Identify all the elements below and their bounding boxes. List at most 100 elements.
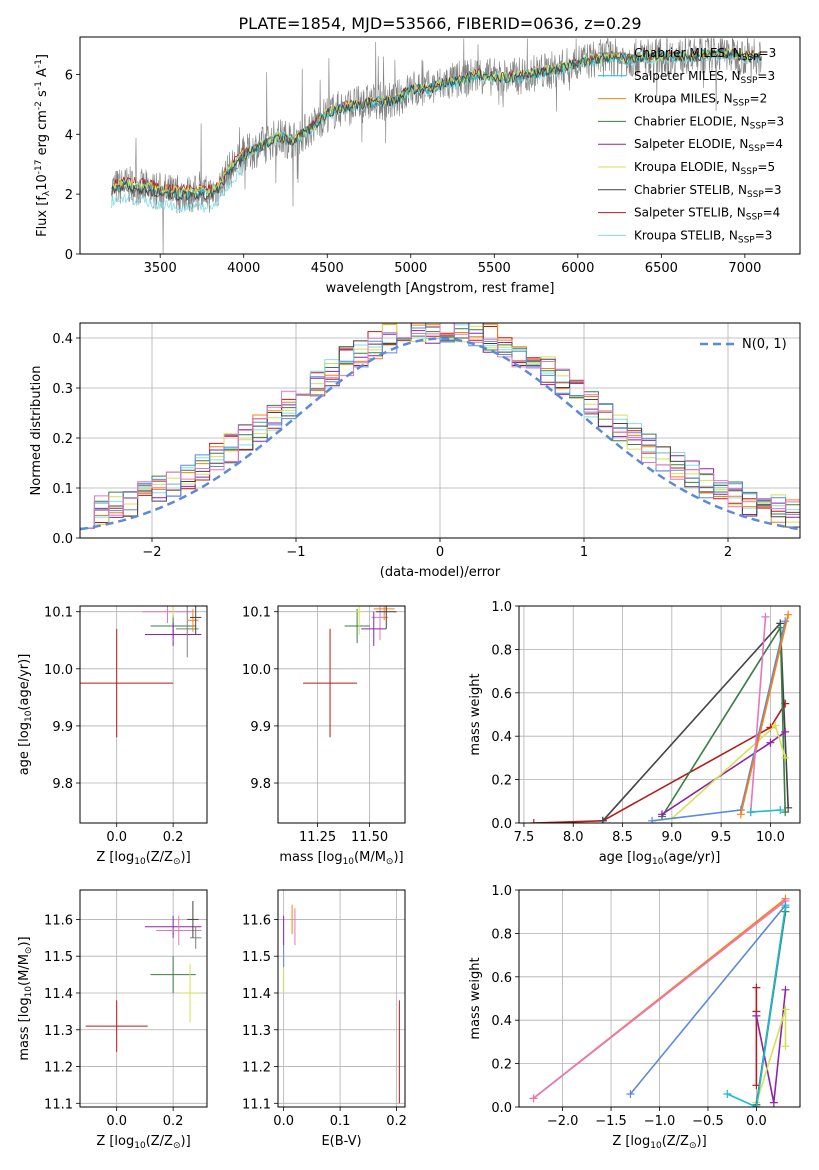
x-axis-label: E(B-V) [321,1134,361,1149]
y-tick-label: 0.8 [491,927,512,942]
x-tick-label: 0.1 [330,1114,351,1129]
x-tick-label: 0.0 [273,1114,294,1129]
x-tick-label: 0.2 [163,1114,184,1129]
y-tick-label: 10.1 [242,606,271,621]
data-point-marker [752,1011,761,1020]
y-tick-label: 0.8 [491,643,512,658]
data-point-marker [781,985,790,994]
x-axis-label: Z [log10​(Z/Z⊙​)] [96,850,190,867]
spectrum-panel: Chabrier MILES, NSSP​=3 Salpeter MILES, N… [34,36,801,296]
data-point-marker [723,1089,732,1098]
y-tick-label: 9.9 [52,720,73,735]
age-vs-mass-panel: 11.25 11.50 9.8 9.9 10.0 10.1 mass [log10​(M/M… [242,605,406,867]
data-point-marker [766,738,775,747]
mass-weight-line [749,616,767,813]
data-point-marker [781,1005,790,1014]
x-tick-label: 11.25 [299,830,336,845]
legend-label: Salpeter ELODIE, NSSP​=4 [634,137,783,154]
plot-area [80,606,202,738]
x-tick-label: 5000 [394,261,427,276]
y-tick-label: 11.6 [242,913,271,928]
plot-area [111,37,762,254]
residual-histogram-line [80,323,800,529]
y-tick-label: 0.3 [52,382,73,397]
mass-weight-line [661,625,786,817]
x-tick-label: 9.0 [661,830,682,845]
mass-vs-z-panel: 0.0 0.2 11.1 11.2 11.3 11.4 11.5 11.6 Z [log10​(… [17,889,208,1151]
data-point-marker [784,610,793,619]
data-point-marker [648,816,657,823]
x-tick-label: −1.0 [644,1114,676,1129]
y-tick-label: 0.6 [491,687,512,702]
data-point-marker [781,903,790,912]
data-point-marker [657,810,666,819]
y-axis-label: Flux [fλ​10-17​ erg cm-2​ s-1​ A-1​] [34,54,52,237]
mass-vs-ebv-panel: 0.0 0.1 0.2 11.1 11.2 11.3 11.4 11.5 11.6 E(B-V) [242,889,407,1149]
y-tick-label: 11.2 [242,1061,271,1076]
y-tick-label: 0.0 [491,817,512,832]
x-axis-label: Z [log10​(Z/Z⊙​)] [96,1134,190,1151]
data-point-marker [626,1089,635,1098]
legend: N(0, 1) [700,337,787,352]
y-tick-label: 11.5 [44,950,73,965]
mass-weight-line [602,621,789,822]
x-tick-label: 7000 [728,261,761,276]
mass-weight-line [726,907,787,1107]
x-tick-label: 9.5 [711,830,732,845]
data-point-marker [529,819,538,823]
x-tick-label: 0 [436,545,444,560]
y-tick-label: 11.1 [44,1097,73,1112]
data-point-marker [769,1098,778,1107]
data-point-marker [781,808,790,817]
data-point-marker [761,612,770,621]
data-point-marker [752,983,761,992]
y-tick-label: 4 [65,128,73,143]
y-tick-label: 0.2 [491,1058,512,1073]
page-title: PLATE=1854, MJD=53566, FIBERID=0636, z=0… [238,14,641,33]
legend-label: Salpeter MILES, NSSP​=3 [634,69,775,86]
data-point-marker [781,727,790,736]
x-axis-label: Z [log10​(Z/Z⊙​)] [612,1134,706,1151]
x-axis-label: wavelength [Angstrom, rest frame] [326,281,555,296]
legend-label: Kroupa MILES, NSSP​=2 [634,92,767,109]
x-tick-label: 3500 [144,261,177,276]
x-tick-label: 6500 [645,261,678,276]
y-tick-label: 0.4 [52,332,73,347]
y-tick-label: 0.6 [491,971,512,986]
axes-frame [79,605,208,824]
legend-label: N(0, 1) [742,337,787,352]
axes-frame [79,36,801,255]
y-tick-label: 11.1 [242,1097,271,1112]
plot-area [85,901,202,1052]
y-tick-label: 10.0 [44,663,73,678]
x-tick-label: −2.0 [547,1114,579,1129]
x-tick-label: 11.50 [351,830,388,845]
x-tick-label: 8.0 [563,830,584,845]
x-axis-label: (data-model)/error [380,565,501,580]
x-tick-label: 4500 [311,261,344,276]
data-point-marker [529,1094,538,1103]
legend-label: Chabrier MILES, NSSP​=3 [634,46,776,63]
plot-area [302,606,397,738]
x-tick-label: 6000 [561,261,594,276]
x-axis-label: mass [log10​(M/M⊙​)] [279,850,403,867]
data-point-marker [736,810,745,819]
y-tick-label: 0.0 [52,532,73,547]
x-tick-label: 4000 [227,261,260,276]
y-tick-label: 9.9 [250,720,271,735]
x-tick-label: −0.5 [692,1114,724,1129]
y-tick-label: 1.0 [491,600,512,615]
observed-spectrum-line [111,37,762,254]
mass-weight-line [740,614,789,815]
x-tick-label: 2 [724,545,732,560]
y-tick-label: 0.4 [491,730,512,745]
y-tick-label: 11.6 [44,913,73,928]
x-tick-label: 0.0 [746,1114,767,1129]
y-tick-label: 9.8 [52,777,73,792]
mass-weight-line [750,809,781,813]
legend-label: Chabrier STELIB, NSSP​=3 [634,183,782,200]
y-axis-label: mass weight [468,957,483,1039]
plot-area [283,904,400,1104]
axes-frame [518,605,801,824]
mass-weight-line [629,904,787,1095]
